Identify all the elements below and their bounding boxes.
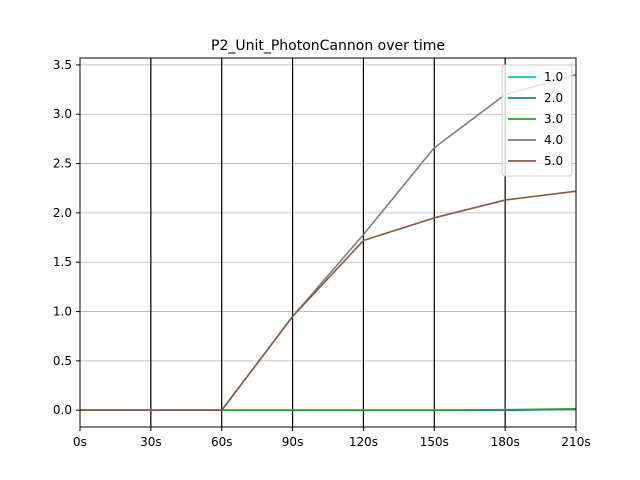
legend-box (501, 64, 573, 177)
legend-label-4.0: 4.0 (544, 133, 563, 147)
legend-label-1.0: 1.0 (544, 70, 563, 84)
x-tick-label: 180s (491, 435, 520, 449)
series-lines (80, 74, 577, 412)
x-tick-label: 0s (73, 435, 87, 449)
y-tick-label: 3.0 (53, 107, 72, 121)
y-tick-label: 0.5 (53, 354, 72, 368)
y-axis: 0.0 0.5 1.0 1.5 2.0 2.5 3.0 3.5 (53, 58, 80, 417)
y-tick-label: 1.5 (53, 255, 72, 269)
y-tick-label: 1.0 (53, 305, 72, 319)
x-tick-label: 210s (561, 435, 590, 449)
legend: 1.0 2.0 3.0 4.0 5.0 (501, 64, 573, 177)
legend-label-3.0: 3.0 (544, 112, 563, 126)
y-tick-label: 3.5 (53, 58, 72, 72)
x-tick-label: 90s (282, 435, 304, 449)
plot-frame (79, 57, 577, 428)
legend-label-5.0: 5.0 (544, 154, 563, 168)
y-tick-label: 2.5 (53, 157, 72, 171)
x-tick-label: 60s (211, 435, 233, 449)
legend-label-2.0: 2.0 (544, 91, 563, 105)
vertical-time-markers (150, 58, 506, 427)
y-tick-label: 2.0 (53, 206, 72, 220)
x-tick-label: 150s (420, 435, 449, 449)
y-tick-label: 0.0 (53, 403, 72, 417)
x-axis: 0s 30s 60s 90s 120s 150s 180s 210s (73, 427, 591, 449)
x-tick-label: 120s (349, 435, 378, 449)
grid (80, 64, 576, 411)
x-tick-label: 30s (140, 435, 162, 449)
chart-title: P2_Unit_PhotonCannon over time (211, 38, 445, 54)
series-line-5.0 (80, 190, 577, 412)
